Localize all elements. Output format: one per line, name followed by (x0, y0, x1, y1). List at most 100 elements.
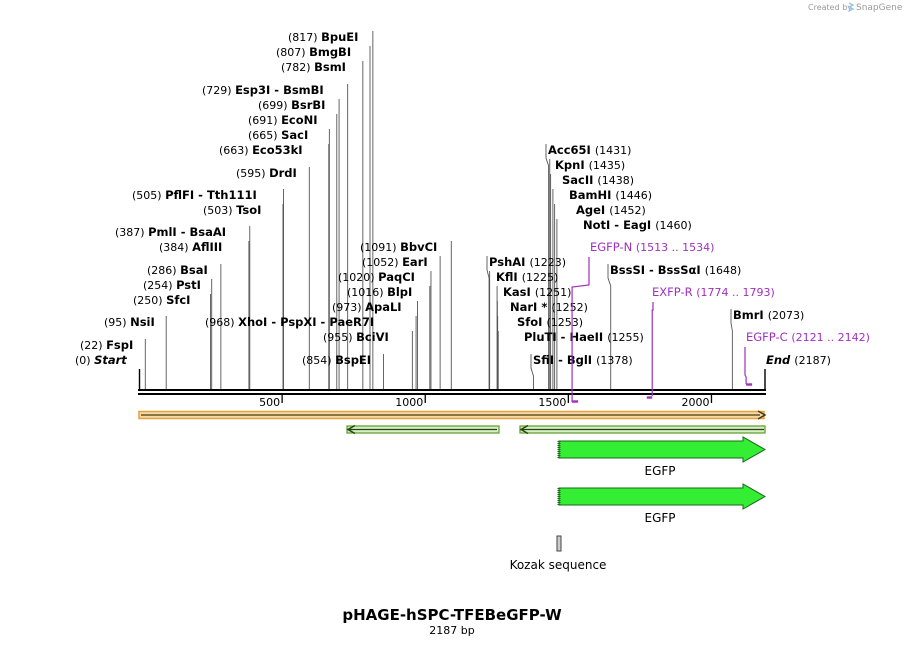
site-name: XhoI - PspXI - PaeR7I (238, 315, 374, 329)
site-name: BpuEI (321, 30, 358, 44)
site-label[interactable]: (286) BsaI (147, 263, 208, 277)
site-label[interactable]: End (2187) (766, 353, 831, 367)
site-position: (503) (203, 204, 236, 217)
site-position: (1438) (597, 174, 634, 187)
site-label[interactable]: (387) PmlI - BsaAI (115, 225, 226, 239)
site-name: PstI (176, 278, 201, 292)
site-label[interactable]: KflI (1225) (496, 270, 558, 284)
site-position: (973) (332, 301, 365, 314)
site-label[interactable]: (729) Esp3I - BsmBI (202, 83, 324, 97)
site-name: PshAI (489, 255, 529, 269)
site-label[interactable]: Acc65I (1431) (548, 143, 631, 157)
site-label[interactable]: AgeI (1452) (576, 203, 646, 217)
site-position: (595) (236, 167, 269, 180)
site-label[interactable]: SacII (1438) (562, 173, 634, 187)
site-name: BsmI (314, 60, 346, 74)
site-position: (254) (143, 279, 176, 292)
site-name: Esp3I - BsmBI (235, 83, 324, 97)
site-name: PaqCI (378, 270, 415, 284)
site-position: (1446) (615, 189, 652, 202)
site-label[interactable]: PshAI (1223) (489, 255, 566, 269)
site-name: PmlI - BsaAI (148, 225, 226, 239)
site-label[interactable]: (254) PstI (143, 278, 201, 292)
site-name: EarI (402, 255, 428, 269)
site-label[interactable]: (1016) BlpI (347, 285, 412, 299)
site-name: KflI (496, 270, 522, 284)
site-label[interactable]: KpnI (1435) (555, 158, 625, 172)
snapgene-logo-icon (847, 2, 855, 12)
site-label[interactable]: (1052) EarI (362, 255, 428, 269)
site-label[interactable]: BssSI - BssSαI (1648) (610, 263, 741, 277)
egfp-feature-1-label: EGFP (644, 464, 675, 478)
site-position: (286) (147, 264, 180, 277)
site-name: DrdI (269, 166, 297, 180)
egfp-feature-2[interactable] (557, 483, 767, 510)
site-label[interactable]: (817) BpuEI (288, 30, 358, 44)
egfp-feature-2-label: EGFP (644, 511, 675, 525)
site-label[interactable]: NarI * (1252) (510, 300, 588, 314)
site-label[interactable]: (699) BsrBI (258, 98, 325, 112)
site-name: Start (94, 353, 127, 367)
primers: EGFP-N (1513 .. 1534) EXFP-R (1774 .. 179… (571, 240, 870, 403)
primer-label: EXFP-R (1774 .. 1793) (652, 285, 775, 299)
ruler-tick-label: 1500 (538, 396, 566, 409)
site-label[interactable]: (691) EcoNI (248, 113, 318, 127)
site-label[interactable]: (807) BmgBI (276, 45, 351, 59)
site-label[interactable]: (968) XhoI - PspXI - PaeR7I (205, 315, 374, 329)
site-label[interactable]: (0) Start (75, 353, 127, 367)
kozak-feature[interactable] (556, 535, 562, 552)
site-label[interactable]: (782) BsmI (281, 60, 346, 74)
site-label[interactable]: (955) BciVI (323, 330, 389, 344)
site-name: BssSI - BssSαI (610, 263, 705, 277)
site-name: SacI (281, 128, 308, 142)
credit-brand: SnapGene (856, 3, 903, 13)
site-label[interactable]: (663) Eco53kI (219, 143, 303, 157)
site-label[interactable]: (503) TsoI (203, 203, 261, 217)
site-label[interactable]: (1091) BbvCI (360, 240, 437, 254)
site-label[interactable]: (854) BspEI (302, 353, 371, 367)
site-position: (955) (323, 331, 356, 344)
site-label[interactable]: BamHI (1446) (569, 188, 652, 202)
site-label[interactable]: PluTI - HaeII (1255) (524, 330, 644, 344)
primer-range: (2121 .. 2142) (791, 331, 870, 344)
site-position: (250) (133, 294, 166, 307)
site-label[interactable]: (22) FspI (80, 338, 133, 352)
site-position: (782) (281, 61, 314, 74)
site-name: BsaI (180, 263, 208, 277)
site-label[interactable]: (95) NsiI (104, 315, 155, 329)
site-label[interactable]: (1020) PaqCI (338, 270, 415, 284)
site-position: (663) (219, 144, 252, 157)
site-name: BmgBI (309, 45, 351, 59)
site-labels: (0) Start(22) FspI (95) NsiI (250) SfcI(25… (75, 30, 831, 367)
primer-egfp-c[interactable]: EGFP-C (2121 .. 2142) (744, 330, 870, 386)
ruler-tick-label: 1000 (395, 396, 423, 409)
site-position: (2187) (794, 354, 831, 367)
site-label[interactable]: (595) DrdI (236, 166, 297, 180)
kozak-label: Kozak sequence (510, 558, 607, 572)
site-label[interactable]: (250) SfcI (133, 293, 190, 307)
site-name: EcoNI (281, 113, 317, 127)
site-label[interactable]: SfiI - BglI (1378) (533, 353, 633, 367)
primer-exfp-r[interactable]: EXFP-R (1774 .. 1793) (646, 285, 775, 399)
site-label[interactable]: BmrI (2073) (733, 308, 804, 322)
site-position: (0) (75, 354, 94, 367)
site-position: (22) (80, 339, 106, 352)
site-label[interactable]: KasI (1251) (503, 285, 571, 299)
site-label[interactable]: (505) PflFI - Tth111I (132, 188, 257, 202)
site-label[interactable]: (384) AflIII (159, 240, 222, 254)
ruler-tick-label: 2000 (681, 396, 709, 409)
site-label[interactable]: NotI - EagI (1460) (583, 218, 692, 232)
site-name: KasI (503, 285, 535, 299)
site-position: (1648) (705, 264, 742, 277)
plasmid-title: pHAGE-hSPC-TFEBeGFP-W (342, 606, 562, 624)
site-position: (817) (288, 31, 321, 44)
site-label[interactable]: (973) ApaLI (332, 300, 402, 314)
orf-full-forward (138, 410, 767, 420)
egfp-feature-1[interactable] (557, 436, 767, 463)
primer-egfp-n[interactable]: EGFP-N (1513 .. 1534) (571, 240, 714, 403)
site-position: (1252) (551, 301, 588, 314)
site-position: (691) (248, 114, 281, 127)
site-label[interactable]: SfoI (1253) (517, 315, 583, 329)
site-label[interactable]: (665) SacI (248, 128, 308, 142)
